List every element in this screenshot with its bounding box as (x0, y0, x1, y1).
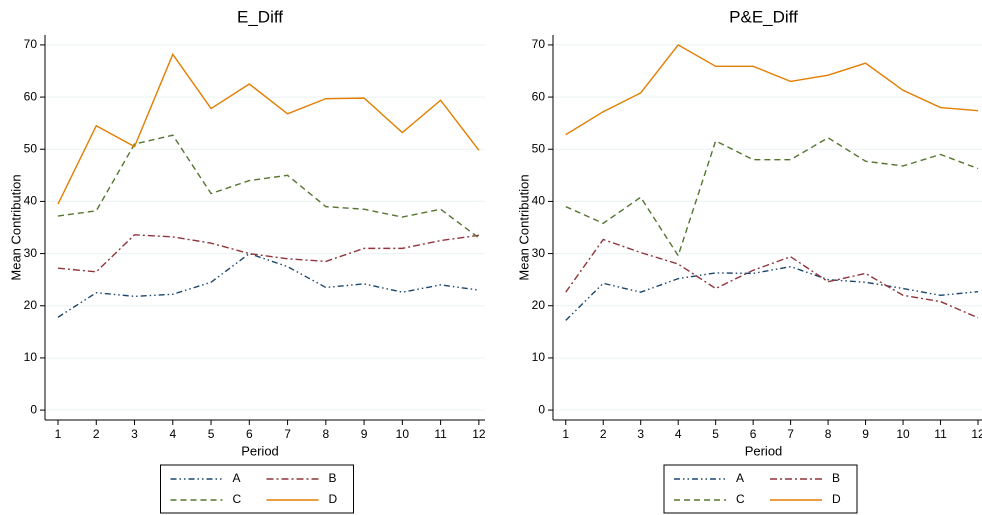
y-tick-label: 10 (532, 350, 546, 364)
x-tick-label: 1 (55, 427, 62, 441)
chart-title: E_Diff (237, 7, 283, 26)
y-tick-label: 40 (24, 194, 38, 208)
x-tick-label: 6 (750, 427, 757, 441)
y-axis-label: Mean Contribution (8, 174, 23, 280)
x-tick-label: 6 (246, 427, 253, 441)
y-tick-label: 50 (532, 141, 546, 155)
x-tick-label: 10 (896, 427, 910, 441)
x-tick-label: 7 (787, 427, 794, 441)
legend-label: D (329, 492, 338, 506)
x-tick-label: 3 (131, 427, 138, 441)
x-tick-label: 8 (322, 427, 329, 441)
series-line (565, 44, 979, 136)
series-line (57, 52, 480, 205)
y-tick-label: 30 (532, 246, 546, 260)
x-tick-label: 2 (93, 427, 100, 441)
y-axis-label: Mean Contribution (516, 174, 531, 280)
x-tick-label: 12 (971, 427, 982, 441)
legend-label: B (832, 471, 840, 485)
y-tick-label: 0 (30, 402, 37, 416)
y-tick-label: 10 (24, 350, 38, 364)
x-tick-label: 4 (675, 427, 682, 441)
series-line (57, 134, 480, 239)
y-tick-label: 50 (24, 141, 38, 155)
y-tick-label: 70 (532, 37, 546, 51)
legend-label: C (233, 492, 242, 506)
x-axis-label: Period (241, 443, 279, 458)
y-tick-label: 20 (532, 298, 546, 312)
x-tick-label: 5 (208, 427, 215, 441)
x-tick-label: 10 (396, 427, 410, 441)
legend-label: B (329, 471, 337, 485)
x-tick-label: 8 (825, 427, 832, 441)
y-tick-label: 40 (532, 194, 546, 208)
x-tick-label: 5 (712, 427, 719, 441)
x-tick-label: 7 (284, 427, 291, 441)
x-tick-label: 1 (562, 427, 569, 441)
legend-label: A (233, 471, 241, 485)
legend-box (663, 464, 858, 514)
legend-label: A (736, 471, 744, 485)
x-tick-label: 11 (434, 427, 447, 441)
y-tick-label: 60 (24, 89, 38, 103)
x-tick-label: 9 (862, 427, 869, 441)
x-tick-label: 4 (169, 427, 176, 441)
y-tick-label: 0 (538, 402, 545, 416)
y-tick-label: 70 (24, 37, 38, 51)
legend-label: D (832, 492, 841, 506)
chart-title: P&E_Diff (729, 7, 798, 26)
x-axis-label: Period (745, 443, 783, 458)
legend-label: C (736, 492, 745, 506)
series-line (565, 265, 979, 321)
y-tick-label: 20 (24, 298, 38, 312)
series-line (57, 234, 479, 273)
y-tick-label: 30 (24, 246, 38, 260)
x-tick-label: 2 (600, 427, 607, 441)
legend-box (160, 464, 354, 514)
series-line (57, 252, 479, 318)
x-tick-label: 11 (934, 427, 947, 441)
y-tick-label: 60 (532, 89, 546, 103)
x-tick-label: 3 (637, 427, 644, 441)
x-tick-label: 9 (361, 427, 368, 441)
series-line (565, 136, 979, 258)
x-tick-label: 12 (472, 427, 486, 441)
